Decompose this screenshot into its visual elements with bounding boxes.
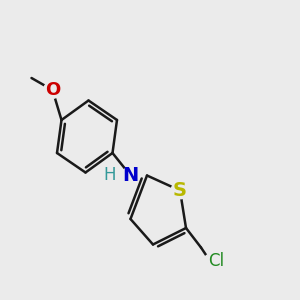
Text: Cl: Cl <box>208 252 224 270</box>
Ellipse shape <box>100 167 118 184</box>
Ellipse shape <box>44 82 62 98</box>
Ellipse shape <box>171 182 189 199</box>
Text: S: S <box>173 181 187 200</box>
Text: H: H <box>103 167 116 184</box>
Ellipse shape <box>122 167 140 184</box>
Text: N: N <box>122 166 139 185</box>
Ellipse shape <box>203 253 229 269</box>
Text: O: O <box>45 81 60 99</box>
